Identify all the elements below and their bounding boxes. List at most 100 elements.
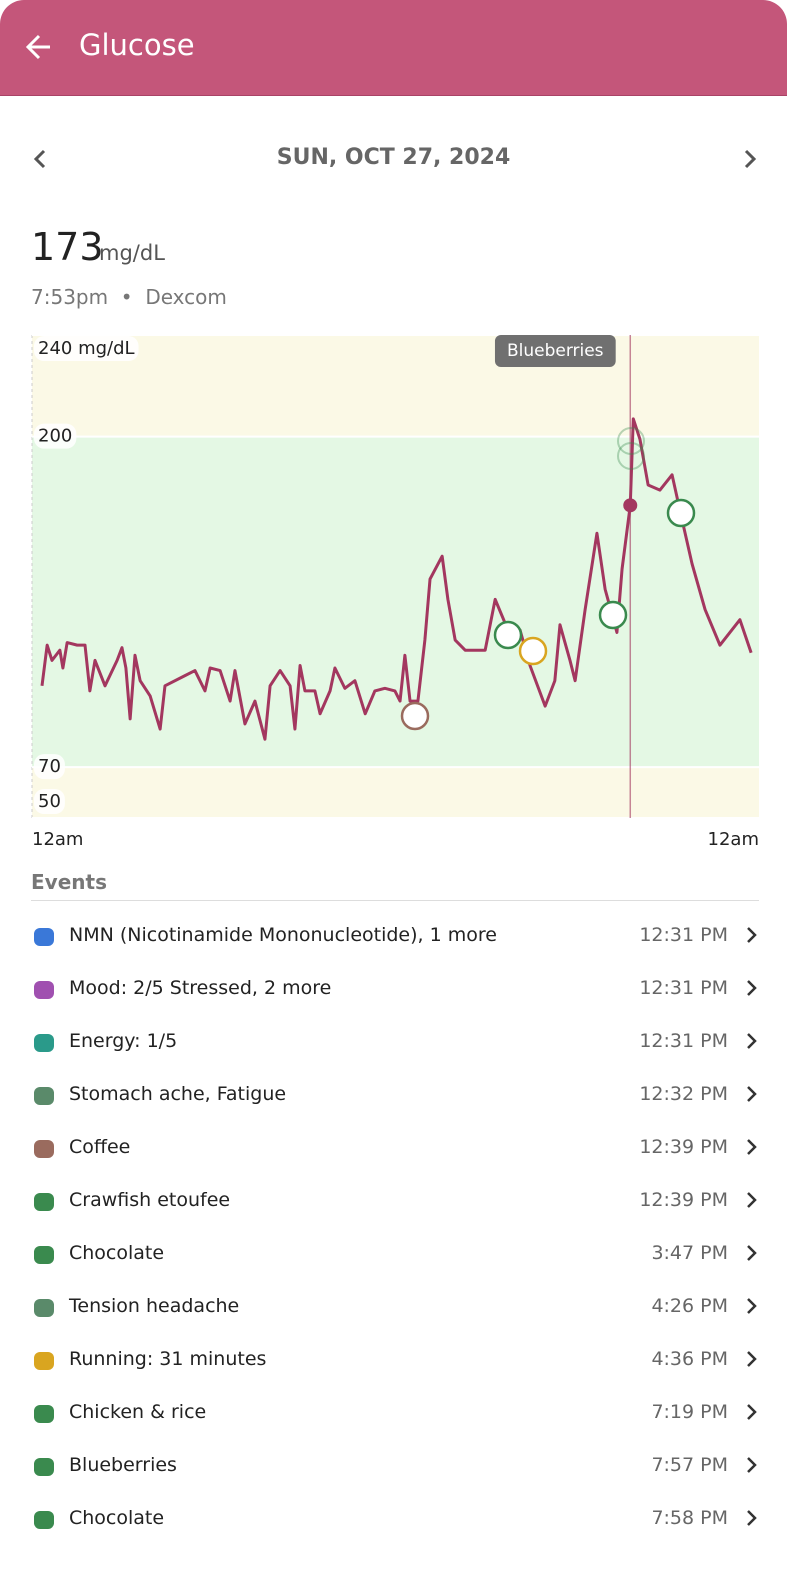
reading-source: Dexcom xyxy=(145,285,227,309)
event-icon xyxy=(31,1507,59,1538)
event-marker xyxy=(518,636,548,666)
reading-meta: 7:53pm • Dexcom xyxy=(31,285,227,309)
event-icon xyxy=(31,1136,59,1167)
event-time: 4:36 PM xyxy=(651,1348,728,1370)
event-time: 7:57 PM xyxy=(651,1454,728,1476)
event-row[interactable]: Stomach ache, Fatigue 12:32 PM xyxy=(31,1083,759,1148)
event-icon xyxy=(31,1401,59,1432)
chevron xyxy=(745,1346,759,1377)
x-tick-label: 12am xyxy=(32,829,83,850)
event-label: Chocolate xyxy=(69,1242,165,1264)
icon xyxy=(34,1246,54,1264)
event-time: 12:31 PM xyxy=(639,977,728,999)
next-day[interactable] xyxy=(742,148,758,170)
event-row[interactable]: Tension headache 4:26 PM xyxy=(31,1295,759,1360)
chevron xyxy=(745,1081,759,1112)
event-time: 12:39 PM xyxy=(639,1136,728,1158)
event-marker xyxy=(617,442,645,470)
event-icon xyxy=(31,1189,59,1220)
event-label: Stomach ache, Fatigue xyxy=(69,1083,287,1105)
event-label: Coffee xyxy=(69,1136,131,1158)
event-time: 3:47 PM xyxy=(651,1242,728,1264)
y-tick-label: 200 xyxy=(38,426,72,447)
event-time: 12:31 PM xyxy=(639,924,728,946)
icon xyxy=(34,1140,54,1158)
chevron xyxy=(745,1240,759,1271)
selected-point xyxy=(623,498,638,513)
event-row[interactable]: Chocolate 3:47 PM xyxy=(31,1242,759,1307)
event-row[interactable]: Coffee 12:39 PM xyxy=(31,1136,759,1201)
events-title: Events xyxy=(31,870,107,894)
icon xyxy=(34,981,54,999)
chevron-icon xyxy=(747,1192,757,1208)
chevron-icon xyxy=(747,1033,757,1049)
chevron-icon xyxy=(747,927,757,943)
icon xyxy=(34,1511,54,1529)
event-row[interactable]: Mood: 2/5 Stressed, 2 more 12:31 PM xyxy=(31,977,759,1042)
chevron xyxy=(745,1187,759,1218)
chevron-icon xyxy=(747,980,757,996)
event-marker xyxy=(493,620,523,650)
chevron xyxy=(745,975,759,1006)
range-band xyxy=(32,436,759,768)
icon xyxy=(34,1034,54,1052)
y-tick-label: 50 xyxy=(38,791,61,812)
chevron xyxy=(745,1505,759,1536)
event-row[interactable]: Chocolate 7:58 PM xyxy=(31,1507,759,1572)
event-label: Blueberries xyxy=(69,1454,177,1476)
event-row[interactable]: NMN (Nicotinamide Mononucleotide), 1 mor… xyxy=(31,924,759,989)
event-time: 4:26 PM xyxy=(651,1295,728,1317)
event-row[interactable]: Blueberries 7:57 PM xyxy=(31,1454,759,1519)
date: SUN, OCT 27, 2024 xyxy=(276,145,511,170)
event-row[interactable]: Chicken & rice 7:19 PM xyxy=(31,1401,759,1466)
y-tick-bg xyxy=(34,336,139,361)
app-bar: Glucose xyxy=(0,0,787,96)
event-label: Energy: 1/5 xyxy=(69,1030,178,1052)
back-button[interactable] xyxy=(24,32,54,62)
y-tick-bg xyxy=(34,789,65,814)
reading-unit: mg/dL xyxy=(99,241,165,265)
event-marker xyxy=(666,498,696,528)
x-tick-label: 12am xyxy=(708,829,759,850)
event-time: 7:58 PM xyxy=(651,1507,728,1529)
chevron xyxy=(745,1028,759,1059)
chevron xyxy=(745,1452,759,1483)
event-time: 12:32 PM xyxy=(639,1083,728,1105)
tooltip: Blueberries xyxy=(507,341,604,361)
event-row[interactable]: Running: 31 minutes 4:36 PM xyxy=(31,1348,759,1413)
event-label: Mood: 2/5 Stressed, 2 more xyxy=(69,977,332,999)
range-band xyxy=(32,335,759,437)
event-label: Chocolate xyxy=(69,1507,165,1529)
prev-day[interactable] xyxy=(32,148,48,170)
icon xyxy=(34,1458,54,1476)
chevron xyxy=(745,1293,759,1324)
event-icon xyxy=(31,1242,59,1273)
chevron-icon xyxy=(747,1457,757,1473)
y-tick-label: 240 mg/dL xyxy=(38,338,135,359)
event-label: Running: 31 minutes xyxy=(69,1348,267,1370)
icon xyxy=(34,1193,54,1211)
event-row[interactable]: Crawfish etoufee 12:39 PM xyxy=(31,1189,759,1254)
chevron xyxy=(745,1134,759,1165)
event-label: Crawfish etoufee xyxy=(69,1189,231,1211)
y-tick-bg xyxy=(34,423,77,449)
icon xyxy=(34,1352,54,1370)
range-band xyxy=(32,767,759,818)
event-label: Chicken & rice xyxy=(69,1401,207,1423)
icon xyxy=(34,1405,54,1423)
event-icon xyxy=(31,1083,59,1114)
event-icon xyxy=(31,1030,59,1061)
reading-time: 7:53pm xyxy=(31,285,109,309)
event-icon xyxy=(31,1454,59,1485)
tooltip-bg xyxy=(494,335,616,367)
event-row[interactable]: Energy: 1/5 12:31 PM xyxy=(31,1030,759,1095)
event-time: 7:19 PM xyxy=(651,1401,728,1423)
chevron-icon xyxy=(747,1139,757,1155)
chevron xyxy=(745,922,759,953)
chevron-icon xyxy=(747,1298,757,1314)
reading-value: 173 xyxy=(31,225,104,269)
event-marker xyxy=(400,701,430,731)
chevron-icon xyxy=(747,1245,757,1261)
event-time: 12:31 PM xyxy=(639,1030,728,1052)
